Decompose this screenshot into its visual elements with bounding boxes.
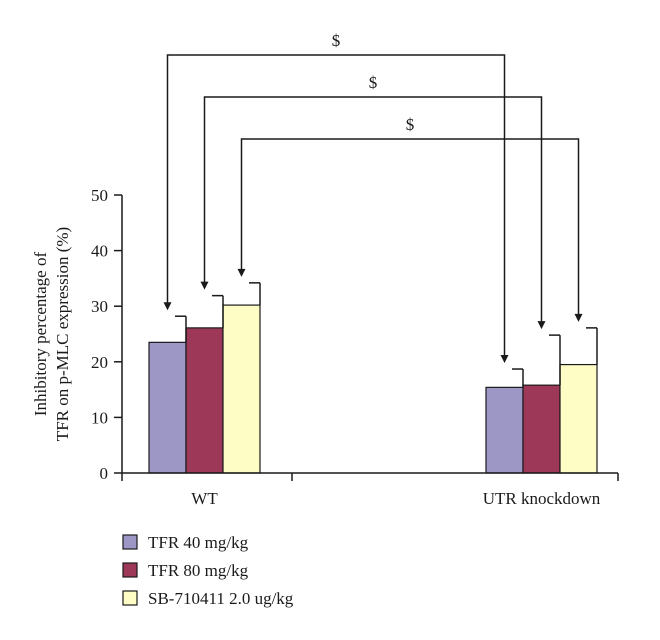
axes [121,195,618,474]
legend: TFR 40 mg/kg TFR 80 mg/kg SB-710411 2.0 ug… [122,533,294,608]
legend-swatch [122,590,138,606]
error-bars [175,282,598,388]
significance-bracket [166,54,506,357]
bar [148,341,187,474]
significance-label: $ [369,73,378,92]
legend-label: TFR 80 mg/kg [148,561,249,580]
significance-bracket [240,138,580,315]
y-tick-label: 50 [91,186,108,205]
legend-swatch [122,534,138,550]
arrow-head [537,321,546,330]
bar [559,363,598,474]
legend-label: SB-710411 2.0 ug/kg [148,589,294,608]
legend-swatch [122,562,138,578]
y-tick-label: 40 [91,242,108,261]
y-tick-label: 30 [91,297,108,316]
significance-brackets: $ $ $ [163,31,583,364]
significance-label: $ [406,115,415,134]
x-ticks: WT UTR knockdown [121,473,619,508]
y-ticks: 0 10 20 30 40 50 [91,186,122,483]
x-tick-label: WT [191,489,218,508]
y-tick-label: 10 [91,408,108,427]
arrow-head [574,313,583,322]
arrow-head [200,281,209,290]
y-tick-label: 0 [100,464,109,483]
legend-label: TFR 40 mg/kg [148,533,249,552]
bar [222,304,261,474]
x-tick-label: UTR knockdown [483,489,601,508]
bar [485,386,524,474]
y-axis-label-line-2: TFR on p-MLC expression (%) [53,227,72,441]
arrow-head [500,355,509,364]
y-axis-label-line-1: Inhibitory percentage of [31,252,50,417]
arrow-head [163,302,172,311]
bar [522,384,561,474]
bars [148,304,598,474]
significance-label: $ [332,31,341,50]
significance-bracket [203,96,543,323]
arrow-head [237,268,246,277]
bar [185,327,224,474]
y-tick-label: 20 [91,353,108,372]
